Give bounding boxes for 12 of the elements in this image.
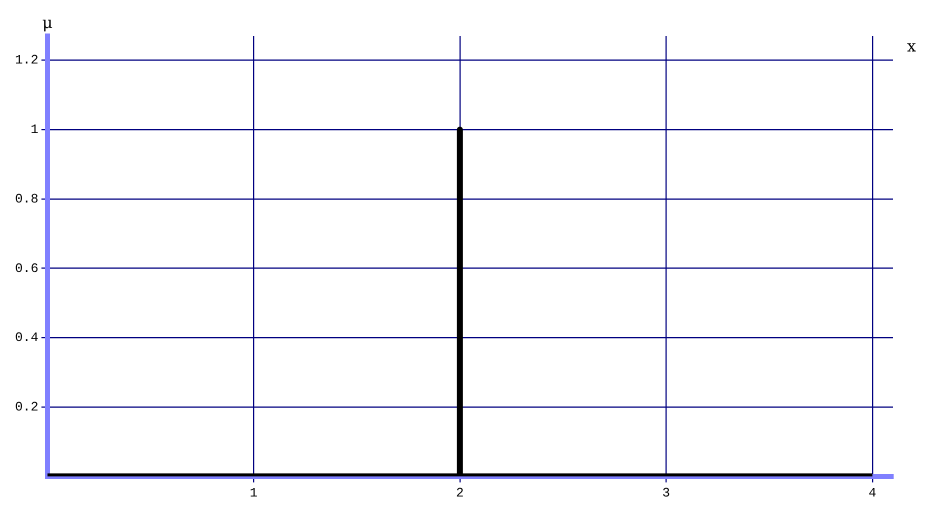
y-axis-title: μ [42, 13, 53, 32]
y-tick-label: 0.4 [15, 330, 39, 346]
x-tick-label: 1 [250, 486, 258, 501]
y-tick-label: 1 [30, 122, 39, 138]
y-tick-label: 0.6 [15, 260, 38, 276]
y-tick-label: 0.2 [15, 399, 38, 414]
x-axis-title: x [907, 36, 916, 56]
x-tick-label: 3 [662, 486, 670, 501]
x-tick-label: 4 [868, 486, 876, 501]
y-tick-label: 0.8 [15, 191, 38, 206]
y-tick-label: 1.2 [15, 52, 38, 68]
x-tick-label: 2 [456, 486, 464, 501]
